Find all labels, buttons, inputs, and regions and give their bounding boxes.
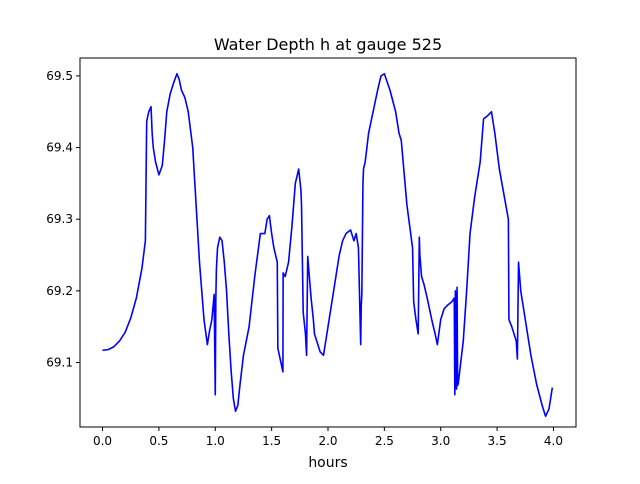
x-tick-label: 1.0	[206, 434, 225, 448]
chart-title: Water Depth h at gauge 525	[214, 35, 442, 54]
x-tick-label: 2.0	[318, 434, 337, 448]
x-tick-label: 0.0	[93, 434, 112, 448]
y-tick-label: 69.2	[46, 284, 73, 298]
x-axis: 0.0 0.5 1.0 1.5 2.0 2.5 3.0 3.5 4.0	[93, 427, 563, 448]
series-line-0	[102, 72, 554, 418]
y-tick-label: 69.5	[46, 69, 73, 83]
y-tick-label: 69.3	[46, 212, 73, 226]
x-axis-label: hours	[308, 455, 347, 471]
x-tick-label: 2.5	[375, 434, 394, 448]
y-tick-label: 69.4	[46, 141, 73, 155]
y-tick-label: 69.1	[46, 356, 73, 370]
plot-frame	[79, 57, 577, 428]
x-tick-label: 3.5	[488, 434, 507, 448]
x-tick-label: 1.5	[262, 434, 281, 448]
x-tick-label: 0.5	[149, 434, 168, 448]
x-tick-label: 4.0	[544, 434, 563, 448]
plot-area	[102, 72, 554, 418]
x-tick-label: 3.0	[431, 434, 450, 448]
y-axis: 69.1 69.2 69.3 69.4 69.5	[46, 69, 80, 370]
